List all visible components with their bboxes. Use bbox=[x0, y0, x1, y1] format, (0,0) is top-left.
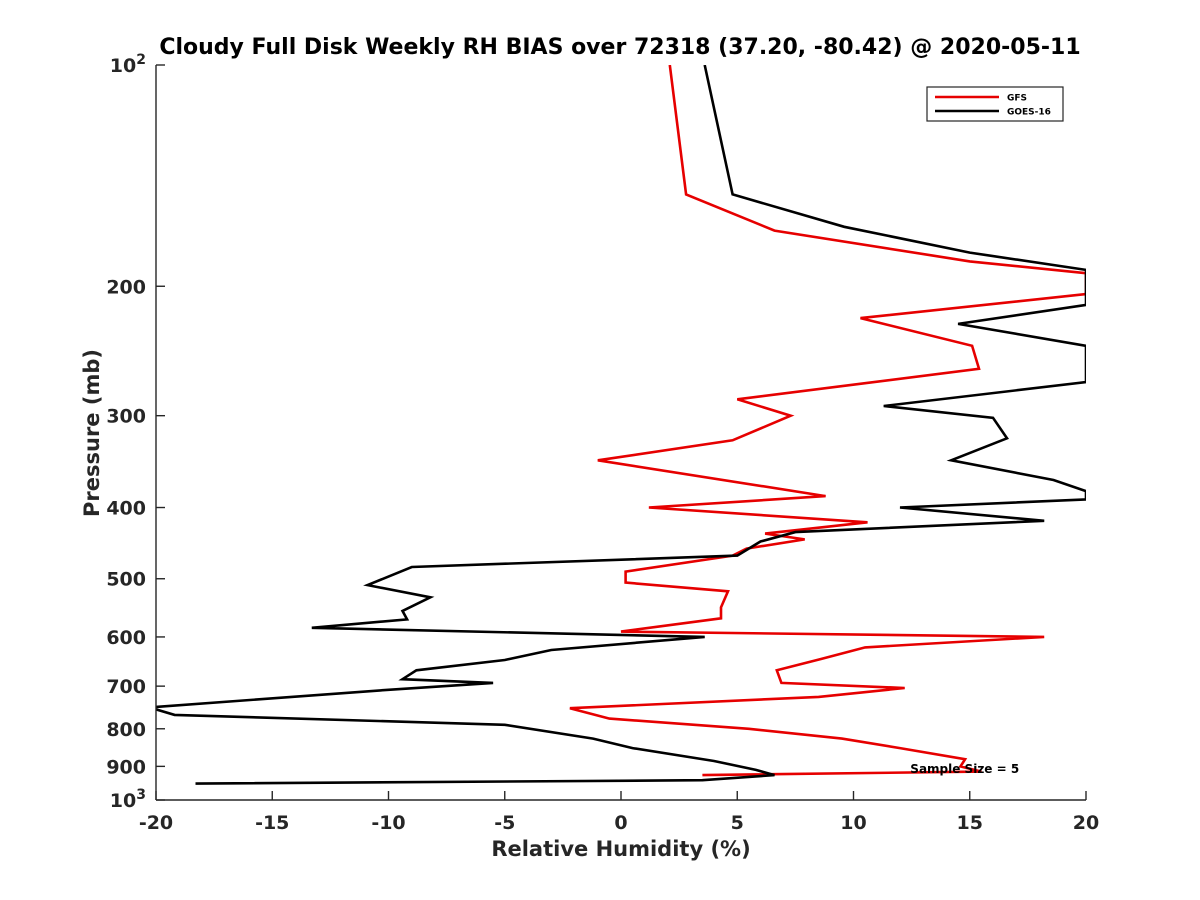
y-tick-label: 200 bbox=[106, 276, 146, 298]
y-tick-label: 500 bbox=[106, 569, 146, 591]
sample-size-annotation: Sample Size = 5 bbox=[910, 762, 1019, 776]
chart-title: Cloudy Full Disk Weekly RH BIAS over 723… bbox=[159, 35, 1080, 60]
y-tick-label: 102 bbox=[110, 52, 146, 77]
tick-labels: -20 -15 -10 -5 0 5 10 15 20 102 200 300 400 500 600 700… bbox=[106, 52, 1099, 834]
annotations: Sample Size = 5 bbox=[910, 762, 1019, 776]
y-tick-label: 800 bbox=[106, 719, 146, 741]
x-tick-label: -5 bbox=[494, 812, 515, 834]
x-tick-label: 0 bbox=[614, 812, 627, 834]
legend-label: GFS bbox=[1007, 94, 1027, 104]
legend-label: GOES-16 bbox=[1007, 108, 1051, 118]
series-layer bbox=[156, 65, 1086, 785]
y-axis-label: Pressure (mb) bbox=[80, 349, 104, 517]
x-tick-label: 20 bbox=[1073, 812, 1099, 834]
x-axis-label: Relative Humidity (%) bbox=[491, 837, 750, 861]
y-tick-label: 700 bbox=[106, 676, 146, 698]
y-tick-label: 300 bbox=[106, 406, 146, 428]
x-tick-label: -20 bbox=[139, 812, 173, 834]
plot-area bbox=[156, 65, 1086, 800]
y-tick-label: 400 bbox=[106, 498, 146, 520]
x-tick-label: -10 bbox=[371, 812, 405, 834]
legend-box bbox=[926, 86, 1064, 122]
axes bbox=[155, 64, 1087, 801]
y-tick-label: 600 bbox=[106, 627, 146, 649]
y-tick-label: 103 bbox=[110, 787, 146, 812]
series-line-goes-16 bbox=[156, 65, 1086, 785]
x-tick-label: -15 bbox=[255, 812, 289, 834]
series-line-gfs bbox=[569, 65, 1086, 777]
y-tick-label: 900 bbox=[106, 756, 146, 778]
x-tick-label: 15 bbox=[957, 812, 983, 834]
x-tick-label: 5 bbox=[731, 812, 744, 834]
x-tick-label: 10 bbox=[840, 812, 866, 834]
legend: GFS GOES-16 bbox=[926, 86, 1064, 122]
